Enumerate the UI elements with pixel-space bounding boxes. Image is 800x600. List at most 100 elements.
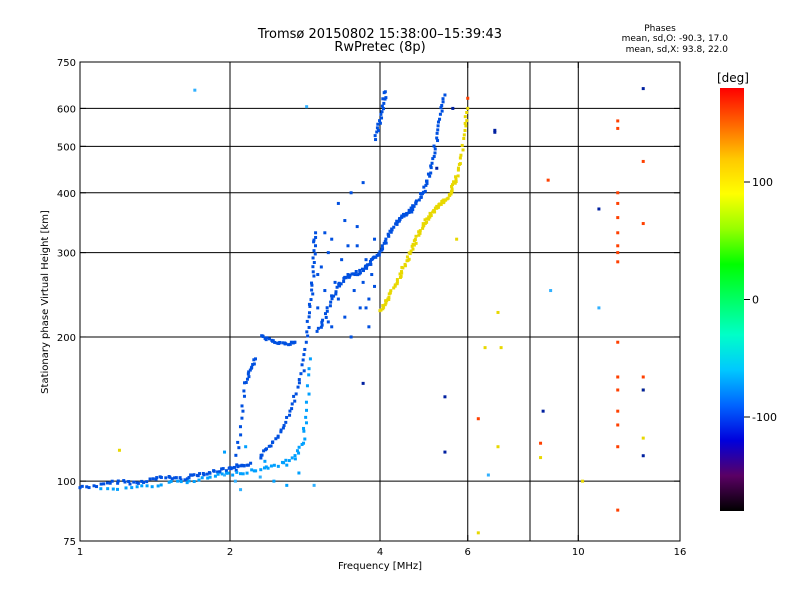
data-point xyxy=(309,298,313,302)
data-point xyxy=(361,381,365,385)
data-point xyxy=(312,483,316,487)
data-point xyxy=(398,216,402,220)
data-point xyxy=(241,409,245,413)
data-point xyxy=(307,325,311,329)
data-point xyxy=(641,388,645,392)
data-point xyxy=(367,297,371,301)
colorbar-tick-label: 0 xyxy=(752,294,759,307)
data-point xyxy=(429,214,433,218)
data-point xyxy=(435,136,439,140)
data-point xyxy=(316,306,320,310)
data-point xyxy=(405,255,409,259)
data-point xyxy=(342,279,346,283)
data-point xyxy=(387,295,391,299)
data-point xyxy=(397,219,401,223)
data-point xyxy=(496,310,500,314)
data-series xyxy=(78,90,447,490)
data-point xyxy=(417,230,421,234)
data-point xyxy=(302,369,306,373)
data-point xyxy=(319,325,323,329)
data-point xyxy=(140,484,144,488)
data-point xyxy=(220,472,224,476)
phase-x-stats: mean, sd,X: 93.8, 22.0 xyxy=(625,45,728,55)
data-point xyxy=(316,326,320,330)
data-point xyxy=(263,466,267,470)
data-point xyxy=(252,358,256,362)
data-point xyxy=(374,138,378,142)
data-point xyxy=(376,129,380,133)
data-point xyxy=(454,175,458,179)
data-point xyxy=(462,137,466,141)
data-point xyxy=(216,470,220,474)
data-point xyxy=(433,151,437,155)
data-point xyxy=(539,441,543,445)
data-point xyxy=(330,297,334,301)
data-point xyxy=(392,286,396,290)
data-point xyxy=(343,219,347,223)
data-point xyxy=(407,257,411,261)
data-point xyxy=(413,238,417,242)
colorbar-tick-label: 100 xyxy=(752,176,773,189)
data-point xyxy=(319,265,323,269)
data-point xyxy=(295,449,299,453)
data-point xyxy=(174,476,178,480)
x-tick-label: 6 xyxy=(465,547,471,558)
data-point xyxy=(460,143,464,147)
data-point xyxy=(290,402,294,406)
data-point xyxy=(223,473,227,477)
data-point xyxy=(279,428,283,432)
data-point xyxy=(303,437,307,441)
data-point xyxy=(307,392,311,396)
data-point xyxy=(258,475,262,479)
data-point xyxy=(417,233,421,237)
data-point xyxy=(443,395,447,399)
data-point xyxy=(427,217,431,221)
data-point xyxy=(145,480,149,484)
x-tick-label: 1 xyxy=(77,547,83,558)
data-point xyxy=(539,456,543,460)
data-point xyxy=(78,486,82,490)
data-point xyxy=(117,448,121,452)
data-point xyxy=(381,97,385,101)
data-point xyxy=(455,237,459,241)
data-point xyxy=(249,461,253,465)
data-point xyxy=(435,166,439,170)
data-point xyxy=(234,468,238,472)
data-point xyxy=(429,171,433,175)
data-point xyxy=(307,302,311,306)
data-point xyxy=(458,156,462,160)
data-point xyxy=(370,273,374,277)
data-point xyxy=(297,381,301,385)
data-point xyxy=(154,477,158,481)
data-point xyxy=(616,119,620,123)
colorbar-label: [deg] xyxy=(717,71,749,85)
data-point xyxy=(200,476,204,480)
data-point xyxy=(326,251,330,255)
data-point xyxy=(398,272,402,276)
data-point xyxy=(304,415,308,419)
data-point xyxy=(223,450,227,454)
data-point xyxy=(373,284,377,288)
data-point xyxy=(641,222,645,226)
data-point xyxy=(234,453,238,457)
data-point xyxy=(285,483,289,487)
data-point xyxy=(159,475,163,479)
data-point xyxy=(304,400,308,404)
data-point xyxy=(355,244,359,248)
data-point xyxy=(426,172,430,176)
data-point xyxy=(272,463,276,467)
data-point xyxy=(325,306,329,310)
x-axis-label: Frequency [MHz] xyxy=(338,561,422,572)
data-point xyxy=(415,199,419,203)
data-point xyxy=(425,181,429,185)
data-point xyxy=(354,270,358,274)
data-point xyxy=(310,283,314,287)
data-point xyxy=(335,285,339,289)
data-point xyxy=(381,107,385,111)
data-point xyxy=(407,251,411,255)
data-point xyxy=(425,217,429,221)
data-point xyxy=(449,192,453,196)
data-point xyxy=(241,472,245,476)
data-point xyxy=(123,480,127,484)
data-point xyxy=(465,119,469,123)
